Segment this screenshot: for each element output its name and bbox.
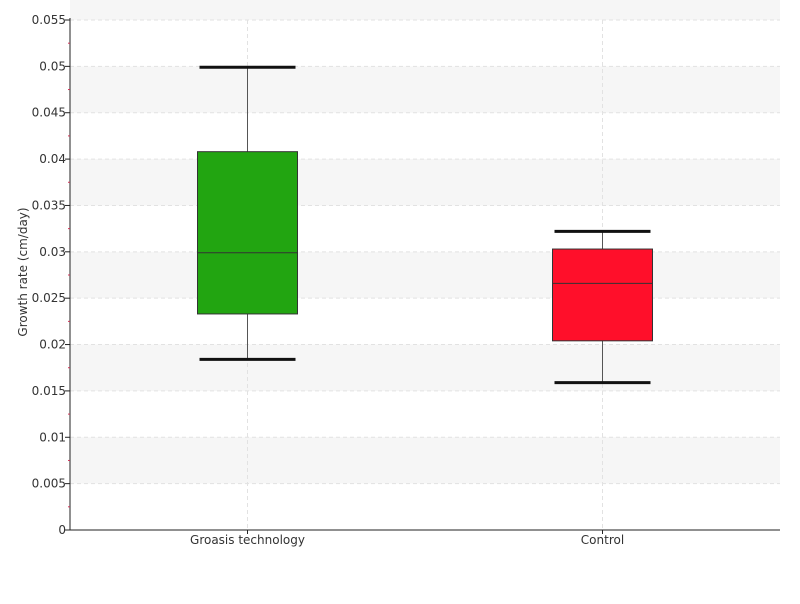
y-tick-label: 0.005 xyxy=(32,477,66,491)
background-bands xyxy=(70,0,780,484)
x-category-label: Control xyxy=(581,533,624,547)
y-tick-label: 0.055 xyxy=(32,13,66,27)
y-tick-label: 0.015 xyxy=(32,384,66,398)
y-axis-title: Growth rate (cm/day) xyxy=(16,207,30,336)
background-band-4 xyxy=(70,66,780,113)
x-category-label: Groasis technology xyxy=(190,533,305,547)
background-band-1 xyxy=(70,344,780,391)
background-band-0 xyxy=(70,437,780,484)
background-band-2 xyxy=(70,251,780,299)
iqr-box xyxy=(552,248,653,342)
iqr-box xyxy=(197,151,298,315)
y-tick-labels: 0 0.005 0.01 0.015 0.02 0.025 0.03 0.035 0.04 0.0… xyxy=(32,13,66,537)
box-1 xyxy=(552,229,653,385)
y-tick-label: 0 xyxy=(58,523,66,537)
box-series xyxy=(197,65,653,385)
y-tick-label: 0.035 xyxy=(32,198,66,212)
y-tick-label: 0.04 xyxy=(39,152,66,166)
y-tick-label: 0.045 xyxy=(32,106,66,120)
y-tick-label: 0.05 xyxy=(39,59,66,73)
box-0 xyxy=(197,65,298,361)
y-tick-label: 0.03 xyxy=(39,245,66,259)
y-tick-label: 0.025 xyxy=(32,291,66,305)
y-tick-label: 0.02 xyxy=(39,338,66,352)
y-tick-label: 0.01 xyxy=(39,430,66,444)
background-band-3 xyxy=(70,159,780,206)
x-category-labels: Groasis technology Control xyxy=(190,533,624,547)
axes xyxy=(65,18,780,534)
background-band-5 xyxy=(70,0,780,20)
